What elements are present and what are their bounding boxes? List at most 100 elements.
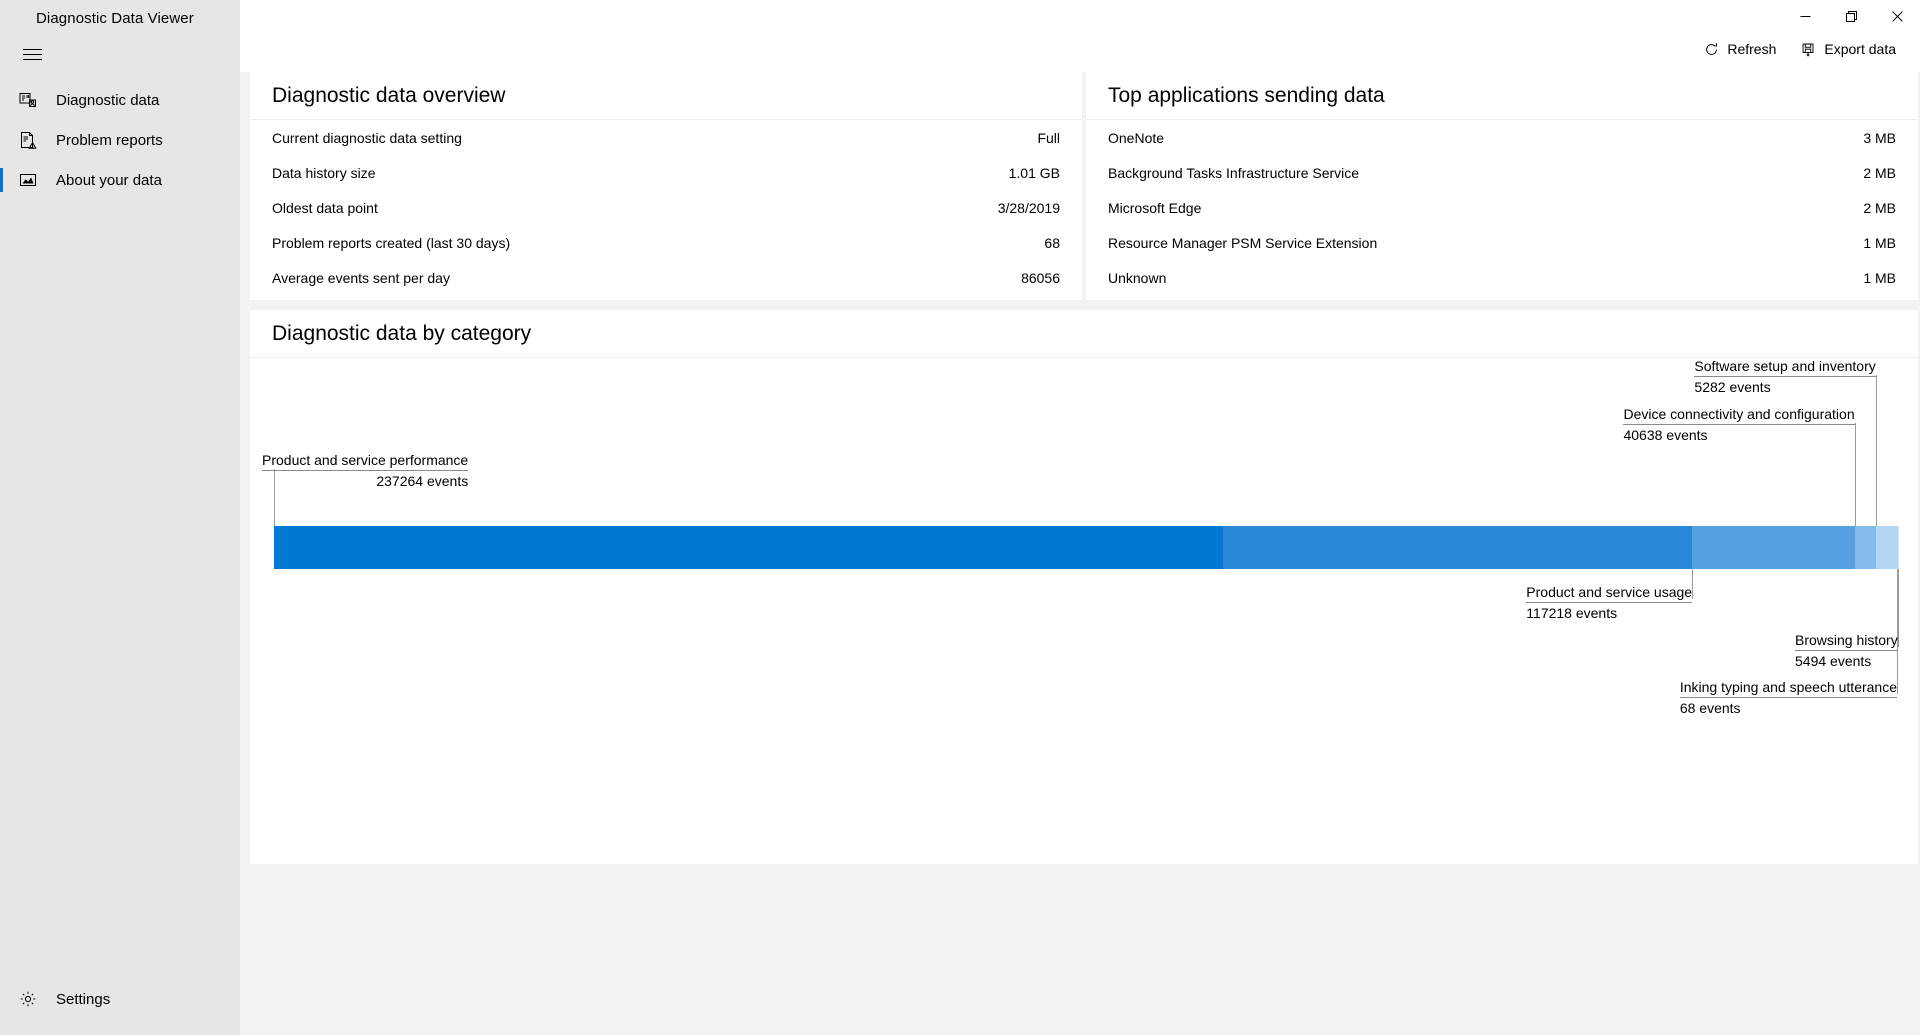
chart-label: Product and service usage 117218 events xyxy=(1526,584,1693,622)
table-row: Unknown 1 MB xyxy=(1086,260,1918,295)
export-data-label: Export data xyxy=(1824,41,1896,57)
leader-line xyxy=(1692,569,1694,599)
chart-label: Software setup and inventory 5282 events xyxy=(1694,358,1876,396)
command-bar: Refresh Export data xyxy=(1693,34,1906,64)
leader-line xyxy=(1897,569,1899,647)
chart-label-count: 117218 events xyxy=(1526,605,1618,621)
row-key: Oldest data point xyxy=(272,199,378,216)
row-key: Data history size xyxy=(272,164,376,181)
overview-list: Current diagnostic data setting Full Dat… xyxy=(250,120,1082,295)
table-row: Resource Manager PSM Service Extension 1… xyxy=(1086,225,1918,260)
gear-icon xyxy=(8,979,48,1019)
row-value: 3 MB xyxy=(1863,129,1896,146)
sidebar-item-problem-reports[interactable]: Problem reports xyxy=(0,120,240,160)
app-title: Diagnostic Data Viewer xyxy=(36,10,194,27)
chart-label-name: Browsing history xyxy=(1795,632,1898,651)
leader-line xyxy=(1897,569,1898,694)
sidebar: Diagnostic Data Viewer xyxy=(0,0,240,1035)
refresh-label: Refresh xyxy=(1727,41,1777,57)
chart-label-count: 68 events xyxy=(1679,700,1741,716)
chart-label: Browsing history 5494 events xyxy=(1795,632,1898,670)
table-row: Background Tasks Infrastructure Service … xyxy=(1086,155,1918,190)
bar-segment[interactable] xyxy=(1854,526,1876,569)
chart-label-name: Device connectivity and configuration xyxy=(1623,406,1855,425)
card-title: Diagnostic data overview xyxy=(250,72,1082,120)
row-value: 2 MB xyxy=(1863,199,1896,216)
diagnostic-data-icon xyxy=(8,80,48,120)
row-key: Microsoft Edge xyxy=(1108,199,1202,216)
main-area: Refresh Export data xyxy=(240,0,1920,1035)
bar-segment[interactable] xyxy=(1692,526,1855,569)
about-your-data-icon xyxy=(8,160,48,200)
row-key: Resource Manager PSM Service Extension xyxy=(1108,234,1378,251)
sidebar-item-label: About your data xyxy=(56,171,162,189)
refresh-button[interactable]: Refresh xyxy=(1693,34,1786,64)
window-controls xyxy=(1782,0,1920,32)
row-key: Current diagnostic data setting xyxy=(272,129,462,146)
card-title: Diagnostic data by category xyxy=(250,310,1918,358)
stacked-bar-chart: Product and service performance 237264 e… xyxy=(250,358,1918,863)
hamburger-menu-button[interactable] xyxy=(8,30,56,78)
chart-label-count: 5282 events xyxy=(1694,379,1771,395)
leader-line xyxy=(274,469,275,526)
title-bar: Refresh Export data xyxy=(240,0,1920,72)
table-row: Average events sent per day 86056 xyxy=(250,260,1082,295)
row-value: 3/28/2019 xyxy=(997,199,1060,216)
table-row: OneNote 3 MB xyxy=(1086,120,1918,155)
minimize-button[interactable] xyxy=(1782,0,1828,32)
close-button[interactable] xyxy=(1874,0,1920,32)
bar-segment[interactable] xyxy=(274,526,1224,569)
export-data-icon xyxy=(1800,41,1816,57)
row-value: 1 MB xyxy=(1863,269,1896,286)
chart-label: Inking typing and speech utterance 68 ev… xyxy=(1679,679,1897,717)
chart-label: Product and service performance 237264 e… xyxy=(262,452,469,490)
hamburger-icon xyxy=(22,45,42,64)
row-value: 1 MB xyxy=(1863,234,1896,251)
top-applications-card: Top applications sending data OneNote 3 … xyxy=(1086,72,1918,300)
card-title: Top applications sending data xyxy=(1086,72,1918,120)
refresh-icon xyxy=(1703,41,1719,57)
stacked-bar xyxy=(274,526,1898,569)
content-area: Diagnostic data overview Current diagnos… xyxy=(240,72,1920,1035)
row-value: 2 MB xyxy=(1863,164,1896,181)
maximize-button[interactable] xyxy=(1828,0,1874,32)
row-value: Full xyxy=(1037,129,1060,146)
sidebar-item-diagnostic-data[interactable]: Diagnostic data xyxy=(0,80,240,120)
table-row: Oldest data point 3/28/2019 xyxy=(250,190,1082,225)
table-row: Current diagnostic data setting Full xyxy=(250,120,1082,155)
sidebar-item-about-your-data[interactable]: About your data xyxy=(0,160,240,200)
table-row: Microsoft Edge 2 MB xyxy=(1086,190,1918,225)
table-row: Data history size 1.01 GB xyxy=(250,155,1082,190)
sidebar-item-label: Problem reports xyxy=(56,131,163,149)
problem-reports-icon xyxy=(8,120,48,160)
chart-label-count: 237264 events xyxy=(376,473,469,489)
sidebar-item-label: Settings xyxy=(56,990,111,1008)
chart-label-name: Product and service usage xyxy=(1526,584,1693,603)
row-key: Background Tasks Infrastructure Service xyxy=(1108,164,1360,181)
row-key: Average events sent per day xyxy=(272,269,450,286)
chart-label-name: Product and service performance xyxy=(262,452,469,471)
chart-label-name: Software setup and inventory xyxy=(1694,358,1876,377)
chart-label: Device connectivity and configuration 40… xyxy=(1623,406,1855,444)
row-key: OneNote xyxy=(1108,129,1165,146)
row-value: 86056 xyxy=(1021,269,1060,286)
chart-label-name: Inking typing and speech utterance xyxy=(1679,679,1897,698)
leader-line xyxy=(1854,423,1856,526)
row-value: 68 xyxy=(1044,234,1060,251)
sidebar-item-label: Diagnostic data xyxy=(56,91,160,109)
sidebar-item-settings[interactable]: Settings xyxy=(0,979,240,1019)
diagnostic-data-overview-card: Diagnostic data overview Current diagnos… xyxy=(250,72,1082,300)
bar-segment[interactable] xyxy=(1875,526,1898,569)
apps-list: OneNote 3 MB Background Tasks Infrastruc… xyxy=(1086,120,1918,295)
row-key: Problem reports created (last 30 days) xyxy=(272,234,511,251)
export-data-button[interactable]: Export data xyxy=(1790,34,1906,64)
row-value: 1.01 GB xyxy=(1008,164,1060,181)
chart-label-count: 40638 events xyxy=(1623,427,1708,443)
bar-segment[interactable] xyxy=(1223,526,1693,569)
chart-label-count: 5494 events xyxy=(1795,653,1872,669)
sidebar-nav: Diagnostic data Problem reports xyxy=(0,80,240,200)
diagnostic-data-by-category-card: Diagnostic data by category Product and … xyxy=(250,310,1918,864)
row-key: Unknown xyxy=(1108,269,1167,286)
leader-line xyxy=(1875,375,1877,526)
